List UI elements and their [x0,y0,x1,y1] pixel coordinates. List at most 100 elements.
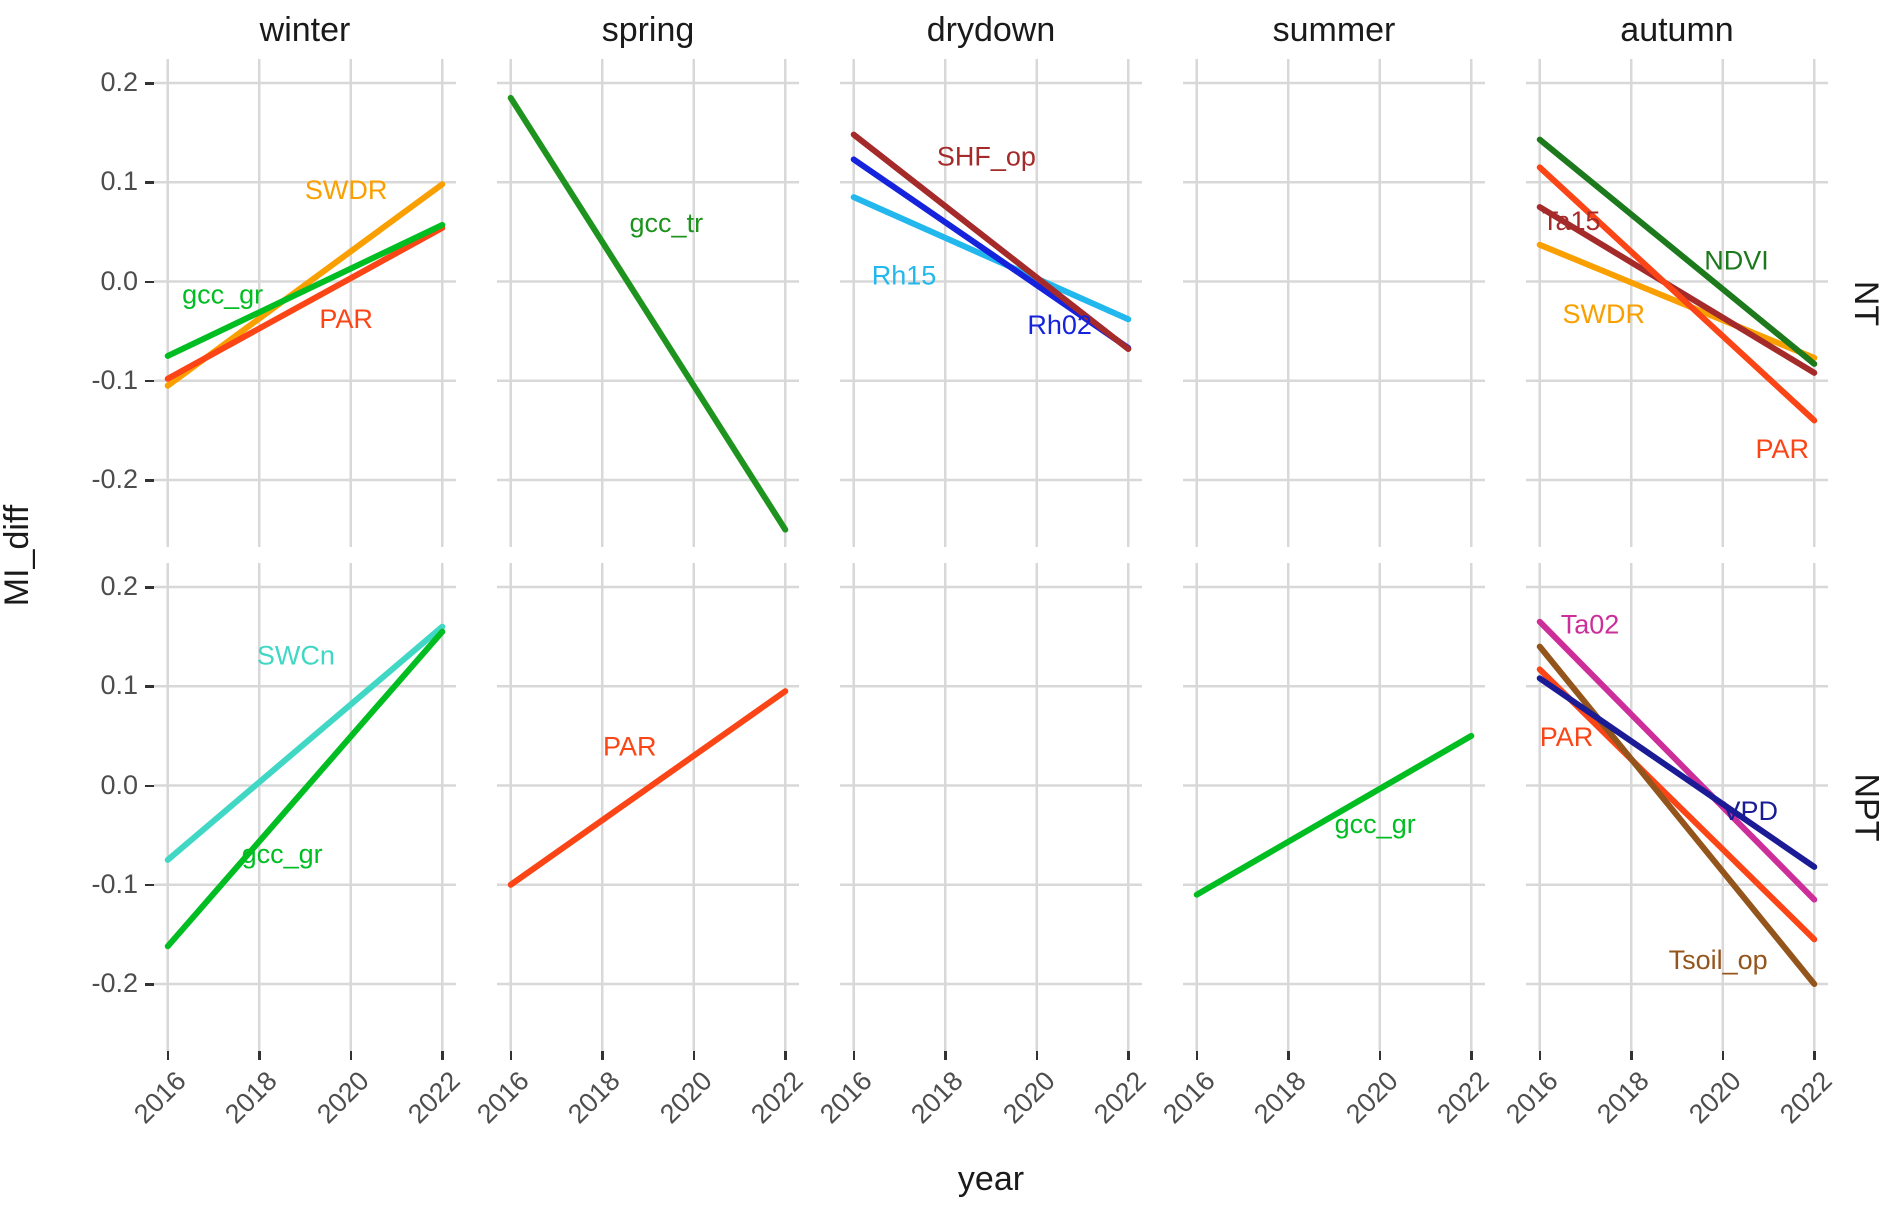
x-tick [852,1051,856,1060]
line-label-PAR: PAR [1540,722,1594,752]
line-label-SHF_op: SHF_op [937,141,1036,171]
x-tick [1127,1051,1130,1060]
x-tick-label: 2020 [1339,1065,1404,1130]
x-tick-label: 2022 [1088,1065,1153,1130]
line-SHF_op [850,131,1132,353]
line-label-NDVI: NDVI [1704,246,1769,276]
facet-row-title-nt: NT [1834,59,1892,547]
panel-drydown-nt: Rh15 Rh02 SHF_op [840,59,1142,547]
x-tick-label: 2020 [1682,1065,1747,1130]
line-Tsoil_op [1536,643,1818,988]
x-axis-title: year [957,1160,1025,1198]
line-PAR [164,224,446,382]
line-PAR [1536,666,1818,943]
y-tick [145,479,154,482]
line-PAR [507,688,789,888]
line-SWDR [1536,241,1818,361]
line-label-Ta02: Ta02 [1561,610,1620,640]
y-tick-label: 0.0 [100,769,138,800]
x-tick-label: 2020 [996,1065,1061,1130]
line-Rh15 [850,194,1132,323]
x-tick [944,1051,947,1060]
y-tick [145,280,154,283]
facet-column-title-autumn: autumn [1620,10,1734,49]
x-tick [601,1051,604,1060]
line-label-Tsoil_op: Tsoil_op [1669,945,1768,975]
panel-winter-npt: SWCn gcc_gr [154,563,456,1051]
line-NDVI [1536,136,1818,367]
x-tick [784,1051,787,1060]
x-tick [1721,1051,1725,1060]
line-VPD [1536,675,1818,870]
line-label-PAR: PAR [1755,434,1809,464]
x-tick-label: 2016 [127,1065,192,1130]
y-tick [145,685,154,688]
y-axis-title-text: MI_diff [0,504,37,606]
line-PAR [1536,164,1818,424]
facet-row-title-npt-text: NPT [1847,773,1886,841]
line-label-VPD: VPD [1722,796,1778,826]
facet-column-title-drydown: drydown [926,10,1056,49]
x-tick-label: 2022 [1774,1065,1839,1130]
y-tick [145,784,154,787]
y-tick [145,379,154,383]
x-tick-label: 2016 [813,1065,878,1130]
x-tick-label: 2020 [310,1065,375,1130]
y-tick [145,82,154,85]
y-tick-label: -0.2 [91,464,138,494]
line-label-PAR: PAR [319,304,373,334]
line-label-PAR: PAR [603,732,657,762]
line-label-SWCn: SWCn [257,640,335,670]
y-tick-label: 0.1 [100,670,138,701]
y-tick-label: -0.2 [91,968,138,998]
panel-winter-nt: SWDR PAR gcc_gr [154,59,456,547]
y-tick-label: -0.1 [91,364,138,395]
x-tick [166,1051,170,1060]
line-label-Ta15: Ta15 [1542,206,1601,236]
y-tick-label: 0.1 [100,166,138,197]
line-label-SWDR: SWDR [1563,299,1646,329]
x-tick [1538,1051,1542,1060]
line-SWCn [164,623,446,863]
x-tick [1378,1051,1382,1060]
panel-autumn-nt: SWDR Ta15 PAR NDVI [1526,59,1828,547]
x-tick [1813,1051,1816,1060]
x-tick [509,1051,513,1060]
facet-column-title-summer: summer [1272,10,1396,49]
line-label-gcc_gr: gcc_gr [242,839,323,869]
line-label-gcc_gr: gcc_gr [1335,809,1416,839]
facet-column-title-spring: spring [601,10,695,49]
line-gcc_gr [164,221,446,359]
line-Ta02 [1536,618,1818,903]
x-tick-label: 2020 [653,1065,718,1130]
x-tick-label: 2022 [402,1065,467,1130]
y-tick [145,181,154,184]
x-tick-label: 2016 [1156,1065,1221,1130]
y-tick-label: 0.2 [100,571,138,602]
x-tick [441,1051,444,1060]
panel-summer-npt: gcc_gr [1183,563,1485,1051]
panel-summer-nt [1183,59,1485,547]
x-tick-label: 2018 [219,1065,284,1130]
x-tick-label: 2018 [905,1065,970,1130]
x-tick-label: 2018 [562,1065,627,1130]
line-gcc_gr [164,628,446,950]
facet-row-title-npt: NPT [1834,563,1892,1051]
line-label-gcc_gr: gcc_gr [182,279,263,309]
x-tick-label: 2016 [470,1065,535,1130]
facet-row-title-nt-text: NT [1847,280,1886,326]
x-tick-label: 2016 [1499,1065,1564,1130]
y-tick-label: 0.0 [100,265,138,296]
y-tick [145,586,154,589]
x-tick [349,1051,353,1060]
y-tick-label: -0.1 [91,868,138,899]
y-tick-label: 0.2 [100,67,138,98]
facet-column-title-winter: winter [259,10,351,49]
x-tick [692,1051,696,1060]
x-tick [1287,1051,1290,1060]
x-tick-label: 2022 [745,1065,810,1130]
x-tick-label: 2022 [1431,1065,1496,1130]
x-tick-label: 2018 [1591,1065,1656,1130]
line-label-SWDR: SWDR [305,175,388,205]
